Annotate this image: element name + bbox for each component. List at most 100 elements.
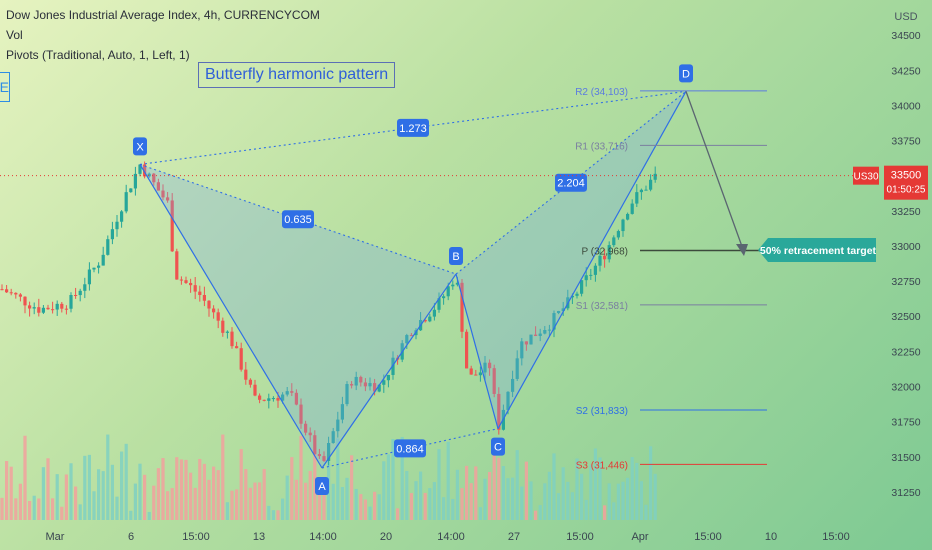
candle-body	[552, 313, 556, 330]
point-label-text: A	[318, 481, 326, 493]
candle-body	[345, 384, 349, 405]
volume-bar	[644, 504, 648, 520]
volume-bar	[78, 504, 82, 520]
price-axis[interactable]: USD 31250 31500 31750 32000 32250 32500 32750 33…	[853, 11, 928, 499]
volume-bar	[129, 510, 133, 520]
volume-bar	[248, 487, 252, 520]
candle-body	[488, 362, 492, 369]
leg-bc	[455, 273, 499, 429]
volume-bar	[626, 477, 630, 520]
volume-bar	[225, 502, 229, 520]
candle-body	[129, 188, 133, 193]
time-tick: 6	[128, 531, 134, 543]
legend-vol: Vol	[6, 28, 23, 42]
candle-body	[216, 312, 220, 321]
volume-bar	[207, 479, 211, 520]
volume-bar	[92, 491, 96, 520]
volume-bar	[156, 468, 160, 520]
candle-body	[570, 295, 574, 298]
volume-bar	[552, 453, 556, 520]
time-tick: 15:00	[182, 531, 210, 543]
candle-body	[460, 282, 464, 332]
candle-body	[18, 294, 22, 297]
volume-bar	[469, 483, 473, 520]
volume-bar	[262, 468, 266, 520]
volume-bar	[414, 481, 418, 520]
candle-body	[354, 376, 358, 386]
price-tick: 34000	[891, 100, 920, 112]
candle-body	[124, 192, 128, 212]
legend-pivots: Pivots (Traditional, Auto, 1, Left, 1)	[6, 48, 190, 62]
volume-bar	[106, 434, 110, 520]
time-tick: 10	[765, 531, 777, 543]
candle-body	[152, 173, 156, 183]
candle-body	[166, 197, 170, 201]
volume-bar	[14, 498, 18, 520]
volume-bar	[607, 483, 611, 520]
candle-body	[520, 341, 524, 359]
volume-bar	[267, 505, 271, 520]
volume-bar	[46, 458, 50, 520]
volume-bar	[5, 461, 9, 520]
candle-body	[377, 384, 381, 392]
candle-body	[161, 190, 165, 198]
candle-body	[92, 267, 96, 270]
candle-body	[382, 380, 386, 385]
volume-bar	[515, 450, 519, 520]
candle-body	[547, 329, 551, 331]
candle-body	[138, 164, 142, 174]
candle-body	[313, 435, 317, 455]
volume-bar	[520, 486, 524, 520]
candle-body	[580, 280, 584, 294]
volume-bar	[0, 497, 4, 520]
volume-bar	[478, 507, 482, 520]
candle-body	[0, 289, 4, 291]
volume-bar	[373, 491, 377, 520]
price-tick: 34500	[891, 30, 920, 42]
volume-bar	[511, 477, 515, 520]
target-callout-box	[758, 238, 876, 262]
candle-body	[170, 200, 174, 252]
volume-bar	[221, 434, 225, 520]
volume-bar	[382, 461, 386, 520]
volume-bar	[212, 466, 216, 520]
candle-body	[97, 265, 101, 268]
candle-body	[281, 394, 285, 401]
candle-body	[51, 309, 55, 311]
volume-bar	[239, 449, 243, 520]
volume-bar	[368, 506, 372, 520]
ratio-label	[397, 118, 429, 137]
point-label-a	[315, 477, 329, 495]
candle-body	[593, 265, 597, 275]
point-label-text: X	[136, 141, 144, 153]
price-tag-countdown: 01:50:25	[887, 185, 926, 196]
candle-body	[193, 285, 197, 292]
candle-body	[589, 274, 593, 276]
volume-bar	[538, 505, 542, 520]
leg-xb	[139, 163, 457, 275]
volume-bar	[557, 493, 561, 520]
volume-bar	[290, 457, 294, 520]
time-axis[interactable]: Mar 6 15:00 13 14:00 20 14:00 27 15:00 Apr 15:00 10…	[46, 531, 850, 543]
volume-bar	[294, 479, 298, 520]
time-tick: Mar	[46, 531, 65, 543]
price-tick: 31500	[891, 452, 920, 464]
time-tick: 15:00	[822, 531, 850, 543]
harmonic-pattern[interactable]: X A B C D 1.273 0.635 0.864 2.204	[133, 64, 693, 495]
candle-body	[465, 331, 469, 369]
volume-bar	[230, 490, 234, 520]
pattern-title[interactable]: Butterfly harmonic pattern	[198, 62, 396, 88]
candle-body	[179, 279, 183, 281]
candle-body	[363, 382, 367, 387]
volume-bar	[304, 482, 308, 520]
volume-bar	[639, 481, 643, 520]
volume-bar	[55, 474, 59, 520]
volume-bar	[120, 451, 124, 520]
volume-bar	[258, 482, 262, 520]
candle-body	[529, 334, 533, 345]
volume-bar	[285, 475, 289, 520]
point-label-text: C	[494, 442, 502, 454]
volume-bar	[465, 465, 469, 520]
